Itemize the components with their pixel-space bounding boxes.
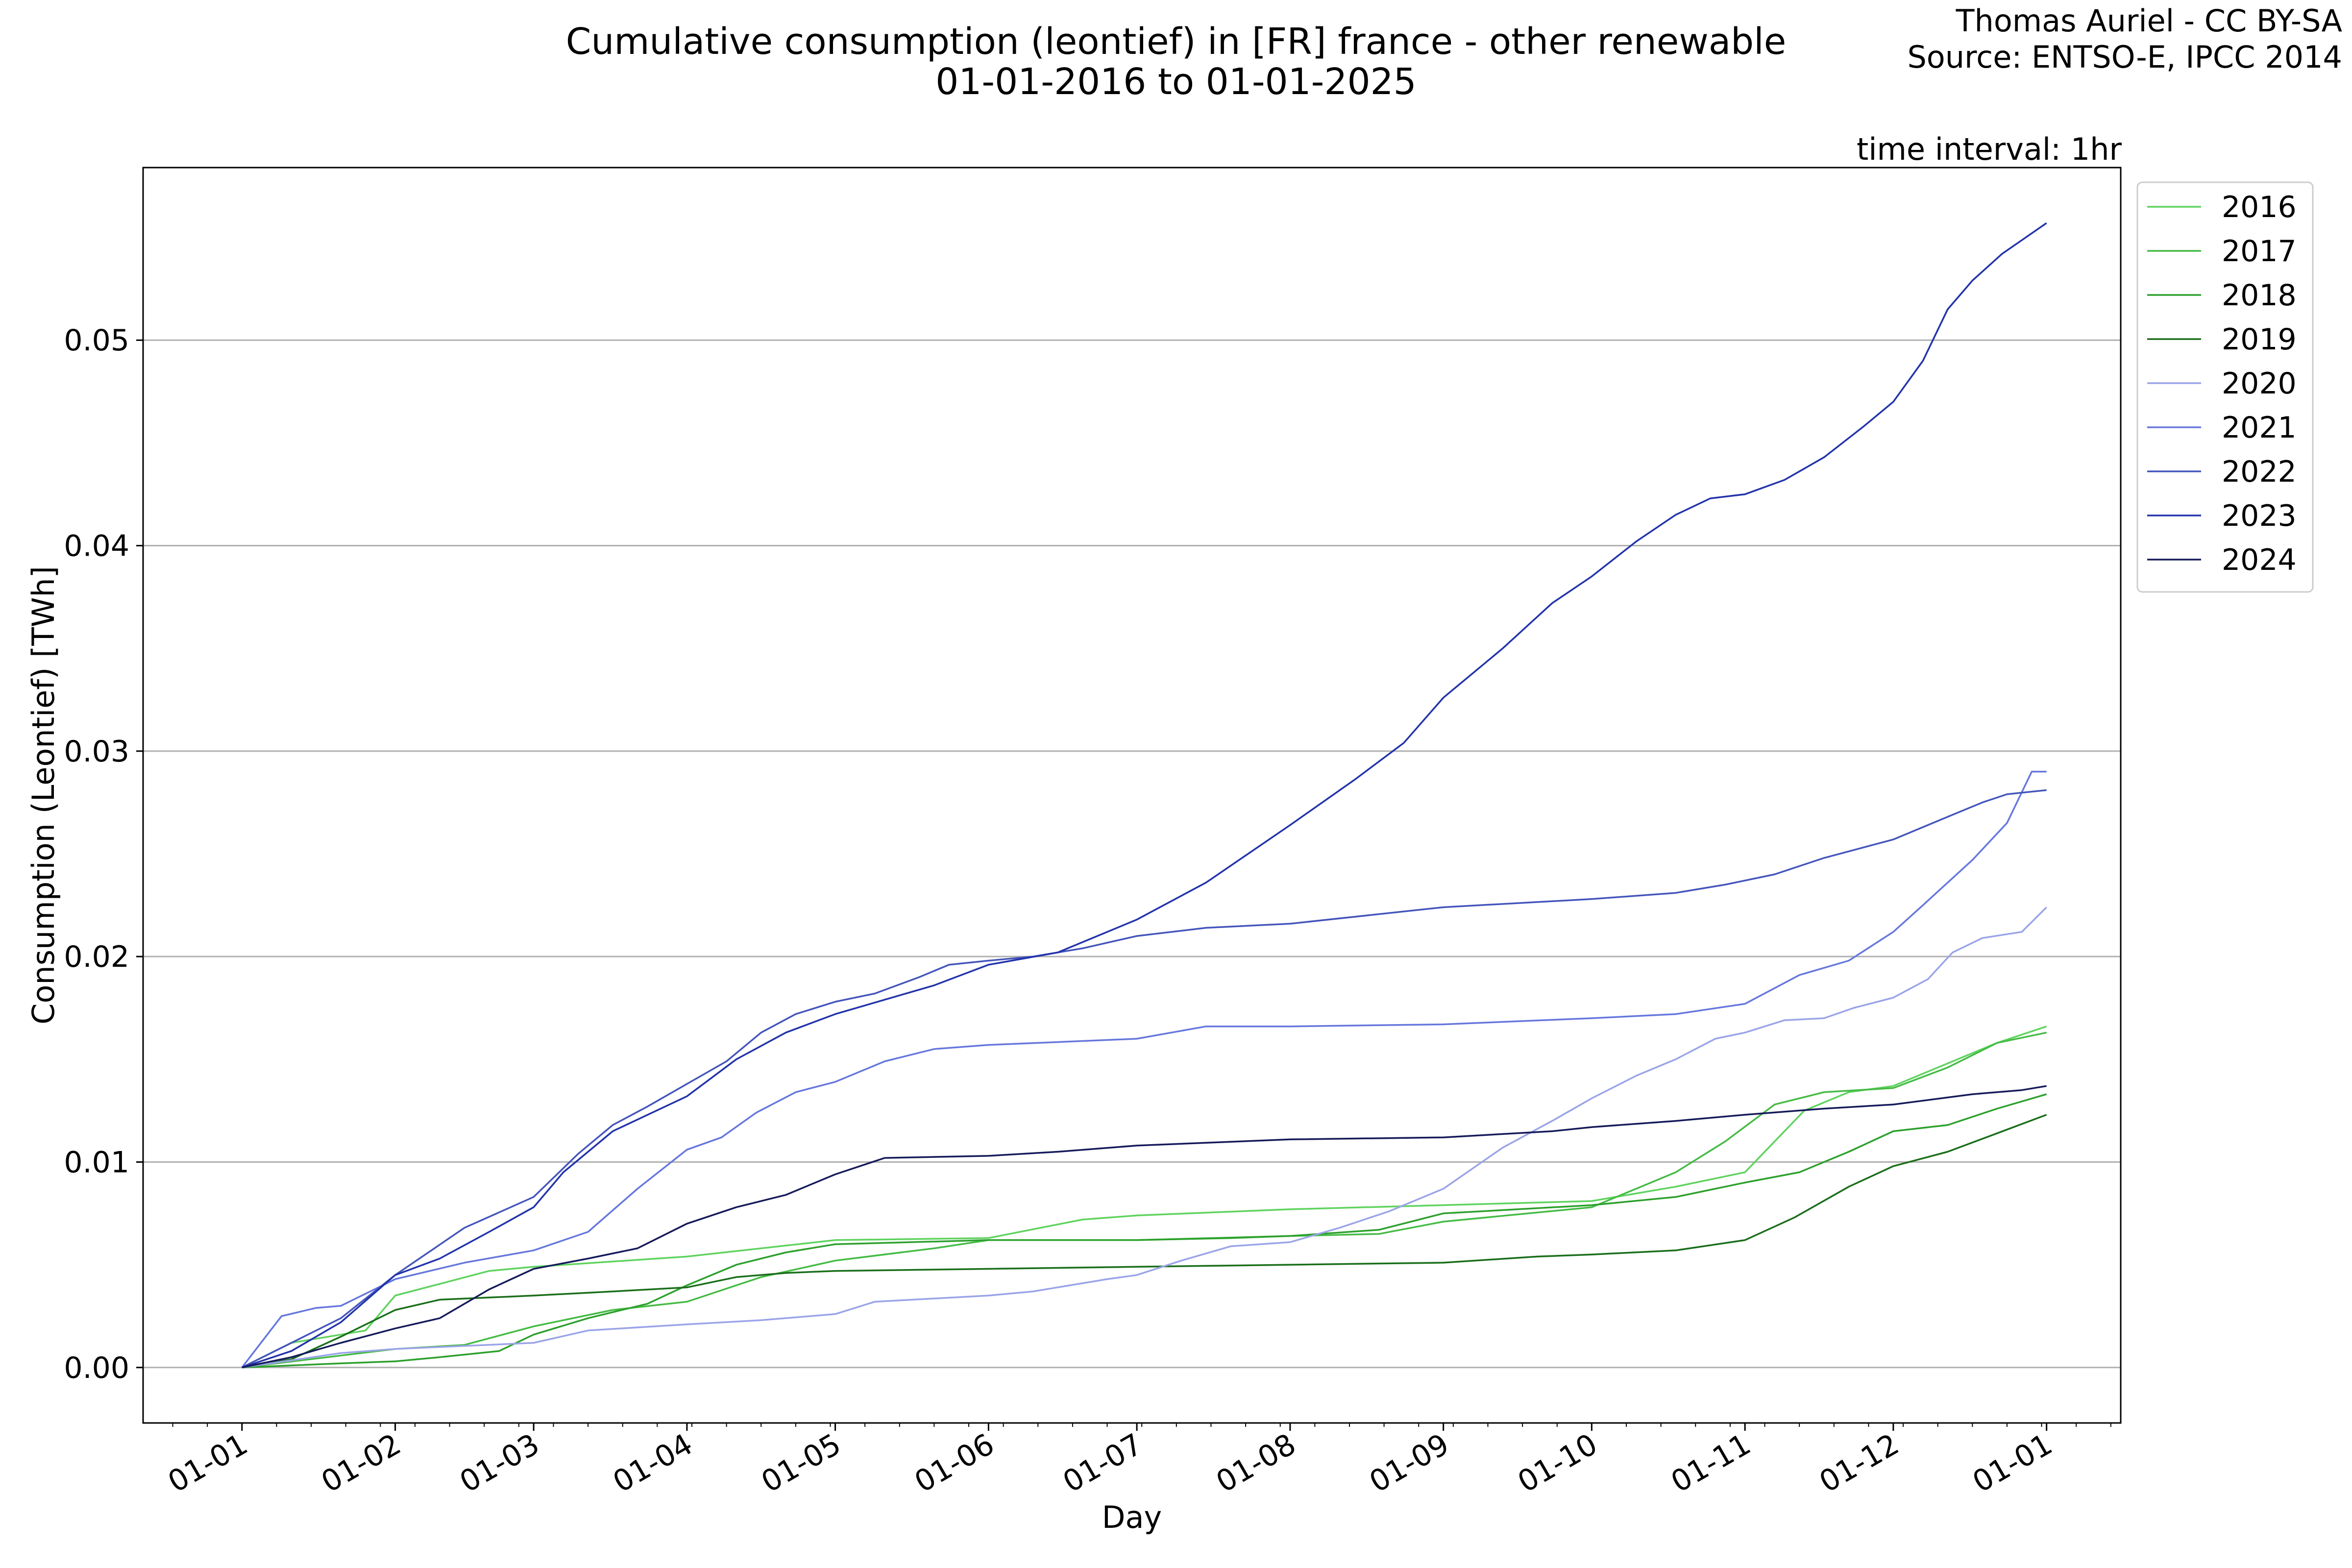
series-line-2022	[242, 789, 2047, 1369]
y-axis: 0.00 0.01 0.02 0.03 0.04 0.05	[64, 323, 143, 1385]
x-axis: 01-01 01-02 01-03 01-04 01-05 01-06 01-07 01-08…	[162, 1423, 2111, 1499]
x-tick-label-4: 01-05	[756, 1427, 847, 1499]
time-interval-label: time interval: 1hr	[1857, 131, 2122, 167]
legend: 2016 2017 2018 2019 2020 2021 2022 2023 2024	[2136, 181, 2314, 593]
x-axis-label: Day	[1102, 1499, 1162, 1535]
x-tick-label-2: 01-03	[454, 1427, 545, 1499]
x-tick-label-0: 01-01	[162, 1427, 253, 1499]
series-line-2018	[242, 1093, 2047, 1369]
legend-label-2018: 2018	[2222, 278, 2297, 313]
y-tick-label-5: 0.05	[64, 323, 129, 358]
x-tick-label-11: 01-12	[1813, 1427, 1905, 1499]
credits: Thomas Auriel - CC BY-SA Source: ENTSO-E…	[1907, 3, 2342, 75]
y-tick-label-4: 0.04	[64, 529, 129, 564]
x-tick-label-7: 01-08	[1210, 1427, 1301, 1499]
x-tick-label-3: 01-04	[607, 1427, 698, 1499]
legend-label-2020: 2020	[2222, 367, 2297, 401]
y-tick-label-0: 0.00	[64, 1351, 129, 1385]
chart-title-line1: Cumulative consumption (leontief) in [FR…	[565, 21, 1787, 63]
legend-label-2022: 2022	[2222, 455, 2297, 489]
x-tick-label-12: 01-01	[1967, 1427, 2058, 1499]
legend-box	[2136, 181, 2314, 593]
series-line-2023	[242, 222, 2047, 1369]
series-line-2021	[241, 771, 2047, 1368]
legend-label-2017: 2017	[2222, 234, 2297, 269]
series-line-2024	[242, 1085, 2047, 1369]
x-tick-label-9: 01-10	[1512, 1427, 1603, 1499]
y-axis-label: Consumption (Leontief) [TWh]	[25, 566, 61, 1025]
legend-label-2024: 2024	[2222, 543, 2297, 577]
grid-lines	[143, 339, 2121, 1369]
y-tick-label-2: 0.02	[64, 940, 129, 974]
y-tick-label-1: 0.01	[64, 1145, 129, 1179]
series-line-2016	[242, 1026, 2047, 1369]
credit-author: Thomas Auriel - CC BY-SA	[1956, 3, 2342, 39]
credit-source: Source: ENTSO-E, IPCC 2014	[1907, 39, 2342, 75]
x-tick-label-8: 01-09	[1364, 1427, 1455, 1499]
series-line-2020	[242, 906, 2047, 1369]
y-tick-label-3: 0.03	[64, 735, 129, 769]
x-tick-label-6: 01-07	[1057, 1427, 1149, 1499]
legend-label-2019: 2019	[2222, 322, 2297, 357]
legend-label-2023: 2023	[2222, 499, 2297, 533]
series-line-2019	[242, 1114, 2047, 1369]
x-tick-label-5: 01-06	[909, 1427, 1000, 1499]
series-lines	[241, 222, 2047, 1369]
series-line-2017	[242, 1031, 2047, 1369]
legend-label-2016: 2016	[2222, 190, 2297, 224]
legend-label-2021: 2021	[2222, 411, 2297, 445]
x-tick-label-10: 01-11	[1666, 1427, 1757, 1499]
chart-title: Cumulative consumption (leontief) in [FR…	[0, 22, 2352, 102]
chart-title-line2: 01-01-2016 to 01-01-2025	[935, 61, 1417, 103]
plot-frame	[142, 167, 2122, 1424]
x-tick-label-1: 01-02	[316, 1427, 407, 1499]
